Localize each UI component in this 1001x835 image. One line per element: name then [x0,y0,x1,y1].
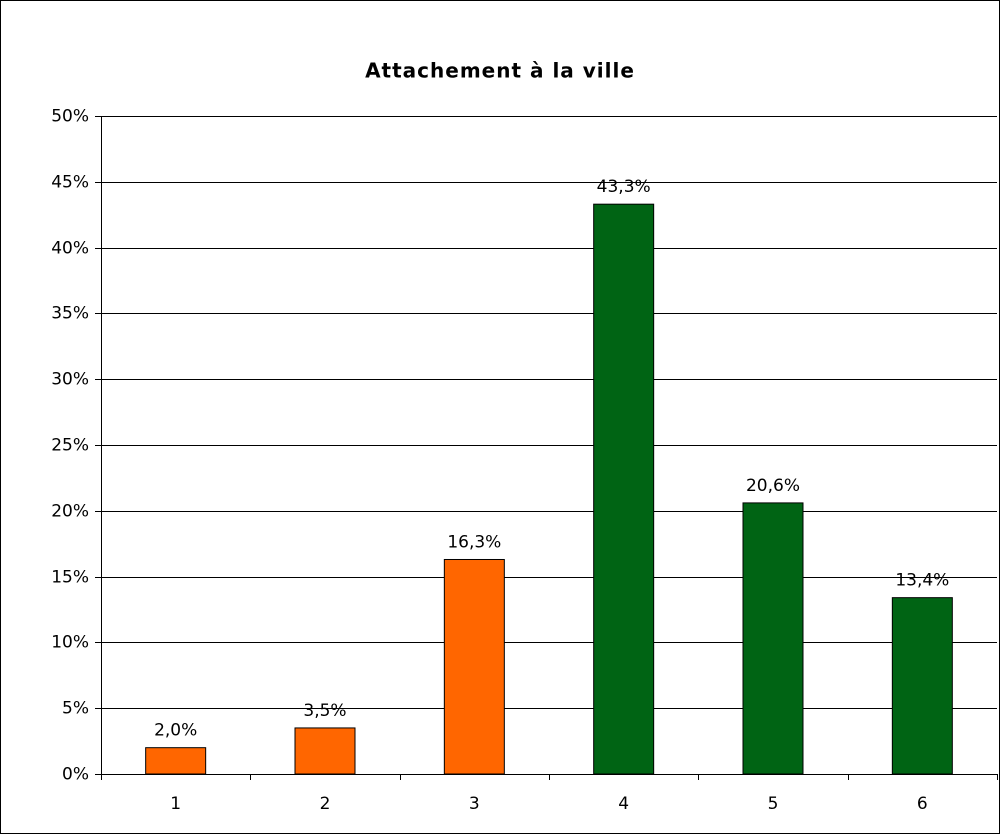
x-tick-label: 2 [320,794,331,814]
bar [443,558,505,775]
y-tick-label: 40% [51,239,89,259]
y-tick-label: 10% [51,633,89,653]
y-tick-label: 25% [51,436,89,456]
y-tick-label: 50% [51,107,89,127]
x-tick-label: 1 [170,794,181,814]
value-label: 16,3% [447,532,501,552]
bar [294,727,356,775]
value-label: 43,3% [597,177,651,197]
x-tick-label: 3 [469,794,480,814]
bar [742,502,804,775]
x-tick-label: 6 [917,794,928,814]
bar [145,747,207,775]
x-tick-label: 4 [618,794,629,814]
y-tick-label: 30% [51,370,89,390]
value-label: 2,0% [154,721,197,741]
value-label: 20,6% [746,476,800,496]
y-tick-label: 15% [51,568,89,588]
y-tick-label: 5% [62,699,89,719]
x-tick-label: 5 [768,794,779,814]
chart-title: Attachement à la ville [365,59,635,83]
y-tick-label: 35% [51,304,89,324]
y-tick-label: 20% [51,502,89,522]
y-tick-label: 45% [51,173,89,193]
y-tick-label: 0% [62,765,89,785]
bar [891,597,953,775]
bar [593,203,655,775]
value-label: 13,4% [895,571,949,591]
value-label: 3,5% [303,701,346,721]
